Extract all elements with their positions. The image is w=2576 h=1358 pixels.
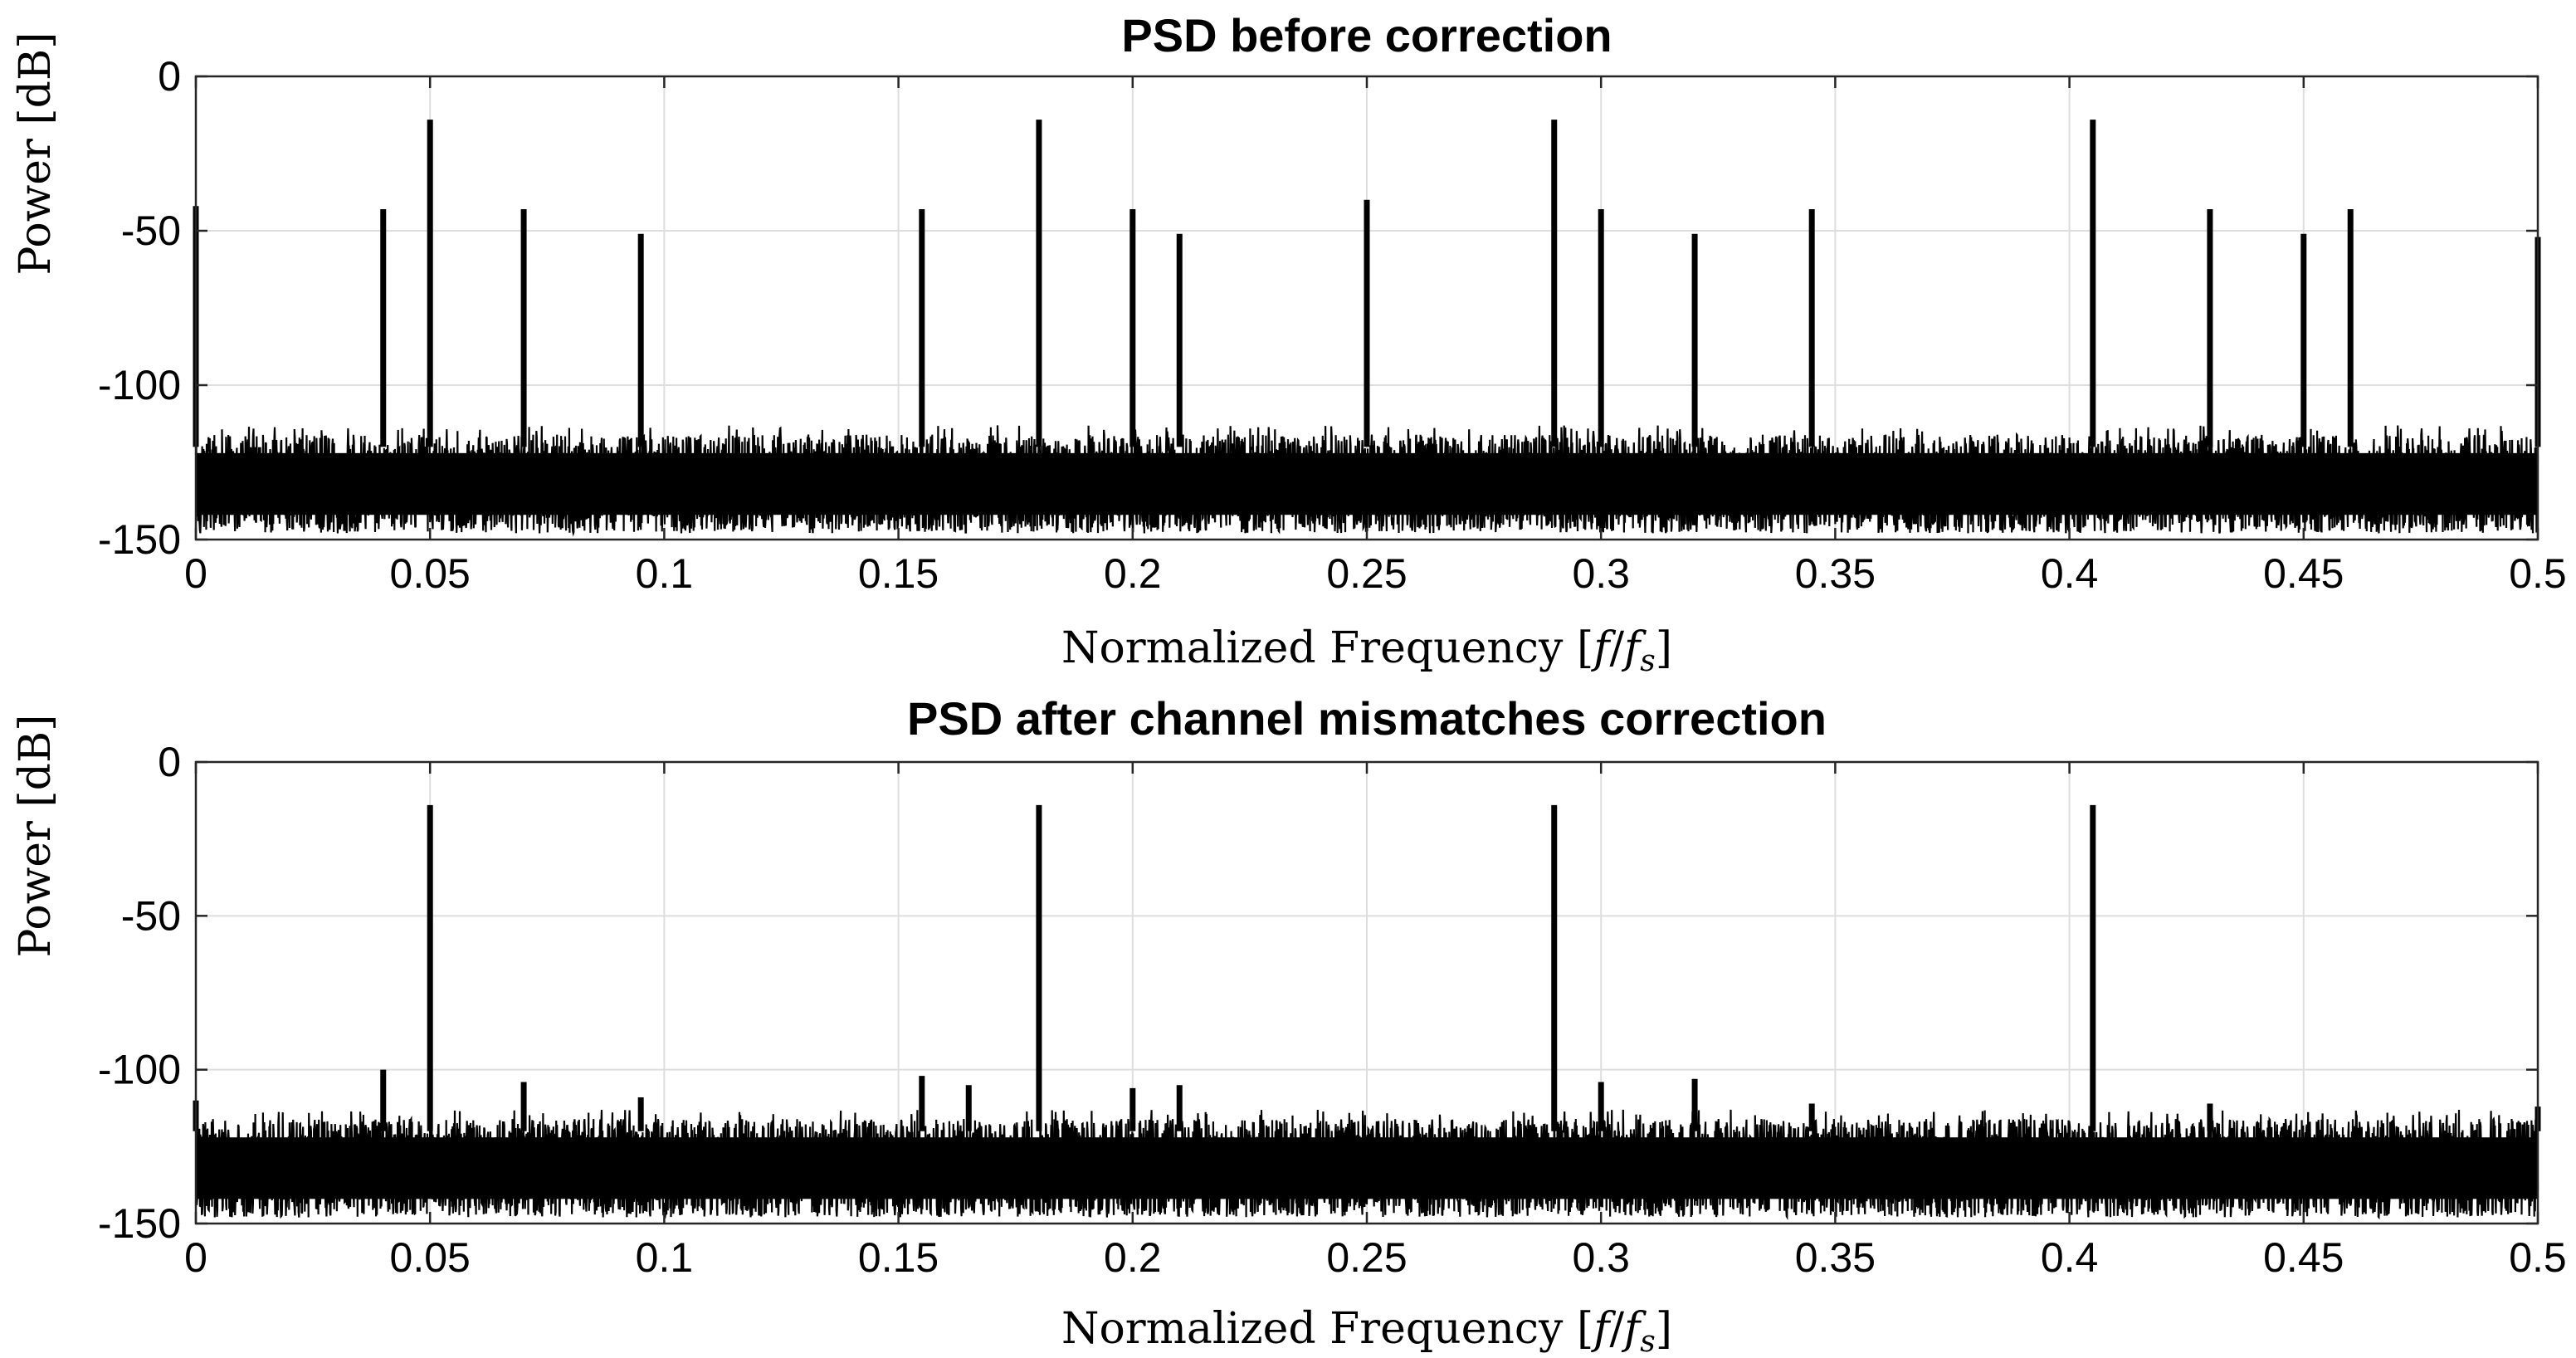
- y-tick-label: -100: [98, 362, 181, 408]
- x-tick-label: 0.2: [1104, 550, 1162, 597]
- x-tick-label: 0.35: [1795, 1234, 1876, 1281]
- psd-before-panel: PSD before correction Power [dB] Normali…: [11, 9, 2567, 678]
- x-tick-label: 0.15: [858, 1234, 939, 1281]
- x-axis-label: Normalized Frequency [f/fs]: [1061, 1304, 1672, 1358]
- x-tick-label: 0.05: [390, 550, 471, 597]
- x-tick-label: 0.5: [2509, 1234, 2567, 1281]
- noise-floor-band: [196, 452, 2538, 515]
- x-tick-label: 0.35: [1795, 550, 1876, 597]
- x-tick-label: 0.45: [2263, 1234, 2344, 1281]
- x-tick-label: 0.25: [1326, 550, 1407, 597]
- x-tick-label: 0.4: [2041, 1234, 2099, 1281]
- y-axis-label: Power [dB]: [11, 715, 61, 958]
- psd-after-panel: PSD after channel mismatches correction …: [11, 692, 2567, 1358]
- x-tick-label: 0.3: [1572, 550, 1630, 597]
- x-tick-label: 0.4: [2041, 550, 2099, 597]
- x-tick-label: 0.5: [2509, 550, 2567, 597]
- x-tick-label: 0.05: [390, 1234, 471, 1281]
- x-tick-label: 0: [184, 550, 207, 597]
- x-axis-label: Normalized Frequency [f/fs]: [1061, 623, 1672, 678]
- x-tick-label: 0.45: [2263, 550, 2344, 597]
- y-tick-label: 0: [158, 739, 181, 785]
- chart-title: PSD before correction: [1121, 9, 1612, 61]
- y-tick-label: -150: [98, 516, 181, 563]
- y-axis-label: Power [dB]: [11, 32, 61, 276]
- x-tick-label: 0.15: [858, 550, 939, 597]
- x-tick-label: 0.3: [1572, 1234, 1630, 1281]
- noise-floor-band: [196, 1137, 2538, 1199]
- y-tick-label: -50: [121, 208, 181, 254]
- y-tick-label: -50: [121, 892, 181, 939]
- chart-title: PSD after channel mismatches correction: [907, 692, 1827, 745]
- y-tick-label: -100: [98, 1047, 181, 1093]
- x-tick-label: 0.1: [636, 1234, 694, 1281]
- x-tick-label: 0.2: [1104, 1234, 1162, 1281]
- x-tick-label: 0: [184, 1234, 207, 1281]
- y-tick-label: 0: [158, 53, 181, 100]
- x-tick-label: 0.1: [636, 550, 694, 597]
- x-tick-label: 0.25: [1326, 1234, 1407, 1281]
- y-tick-label: -150: [98, 1200, 181, 1247]
